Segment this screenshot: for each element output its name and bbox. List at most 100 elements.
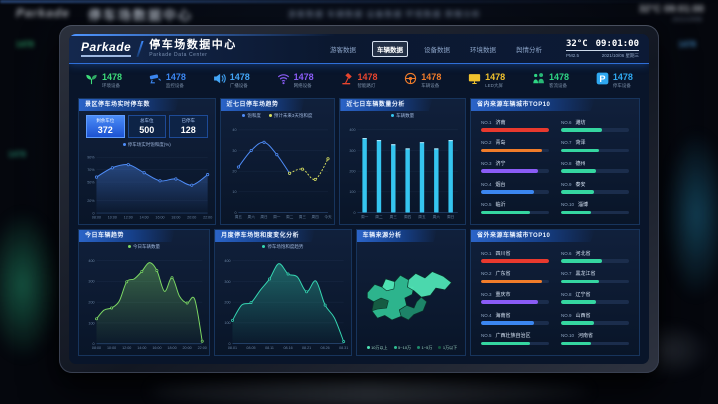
speaker-icon [213, 72, 226, 90]
svg-text:周日: 周日 [260, 214, 268, 219]
kpi-boxes: 剩余车位 372 总车位 500 已停车 128 [79, 111, 215, 140]
stat-value: 1478 [549, 72, 570, 82]
svg-text:0: 0 [229, 342, 231, 346]
rank-bar-track [480, 300, 549, 304]
legend-dot [122, 142, 126, 146]
rank-number: NO.6 [560, 250, 572, 256]
stat-value: 1478 [421, 72, 442, 82]
wifi-icon [277, 72, 290, 90]
chart-legend: 饱和度 预计未来3天饱和度 [221, 111, 335, 120]
svg-text:0: 0 [93, 342, 95, 346]
rank-name: 菏泽 [575, 140, 586, 147]
chart-legend: 今日车辆数量 [79, 242, 209, 251]
svg-text:18:00: 18:00 [171, 215, 180, 219]
kpi-box: 剩余车位 372 [86, 115, 125, 138]
rank-label: NO.6 潍坊 [561, 119, 629, 126]
svg-text:22:00: 22:00 [203, 215, 212, 219]
stat-texts: 1478 环境设备 [102, 73, 122, 88]
panel-grid: 景区停车场实时停车数 剩余车位 372 总车位 500 已停车 128 停车场实时饱和度(… [69, 97, 649, 364]
rank-number: NO.8 [560, 160, 572, 166]
svg-text:100: 100 [350, 190, 356, 194]
stat-texts: 1478 网络设备 [294, 73, 314, 88]
rank-number: NO.3 [480, 291, 492, 297]
background-chip: 1478 [16, 40, 34, 49]
rank-item: NO.6 河北省 [560, 246, 629, 267]
nav-item[interactable]: 舆情分析 [515, 46, 542, 54]
rank-number: NO.2 [480, 271, 492, 277]
rank-item: NO.4 烟台 [480, 177, 549, 198]
svg-text:12:00: 12:00 [122, 346, 131, 350]
rank-bar-track [560, 169, 629, 173]
legend-item: 今日车辆数量 [128, 244, 160, 250]
panel-title: 今日车辆趋势 [79, 230, 176, 242]
rank-item: NO.9 泰安 [560, 177, 629, 198]
rank-bar-track [480, 148, 549, 153]
svg-text:08:00: 08:00 [92, 215, 101, 219]
logo-separator [136, 40, 144, 57]
page-title: 停车场数据中心 [149, 38, 237, 51]
background-date-text: 2021/10/06 [671, 17, 702, 23]
svg-text:70%: 70% [87, 168, 95, 172]
panel-monthly-saturation: 月度停车场饱和度变化分析 停车场饱和度趋势 0 100 200 300 400 08.01… [214, 229, 352, 356]
svg-text:周五: 周五 [419, 214, 427, 219]
svg-text:周四: 周四 [404, 214, 412, 219]
rank-bar-fill [480, 210, 530, 215]
rank-bar-track [560, 279, 629, 284]
stat-label: 车辆设备 [421, 82, 440, 88]
rank-bar-fill [480, 279, 543, 284]
nav-item[interactable]: 设备数据 [423, 46, 450, 54]
stat-label: 广播设备 [229, 82, 248, 88]
rank-number: NO.7 [560, 271, 572, 277]
svg-text:20:00: 20:00 [183, 346, 192, 350]
panel-title: 月度停车场饱和度变化分析 [215, 230, 316, 242]
rank-item: NO.8 德州 [560, 156, 629, 177]
lamp-icon [340, 72, 353, 90]
rank-label: NO.3 重庆市 [481, 291, 549, 298]
panel-title: 车辆来源分析 [356, 230, 437, 242]
rank-name: 河南省 [578, 333, 594, 340]
nav-item[interactable]: 车辆数据 [371, 40, 408, 57]
map-legend-item: 10万以上 [366, 345, 388, 351]
rank-label: NO.4 海南省 [481, 312, 549, 319]
rank-bar-track [560, 128, 629, 132]
main-nav: 游客数据 车辆数据 设备数据 环境数据 舆情分析 [326, 40, 546, 57]
nav-item[interactable]: 环境数据 [469, 46, 496, 54]
rank-bar-fill [480, 300, 539, 304]
top10-list: NO.1 济南 NO.2 青岛 NO.3 济宁 NO.4 烟台 NO.5 临沂 NO.6 潍坊 NO.7… [471, 111, 639, 224]
svg-text:周三: 周三 [390, 214, 398, 219]
kpi-label: 剩余车位 [96, 118, 115, 123]
kpi-value: 500 [139, 125, 155, 135]
rank-label: NO.3 济宁 [481, 160, 549, 167]
rank-bar-fill [560, 279, 600, 284]
rank-number: NO.10 [560, 202, 574, 208]
rank-number: NO.5 [480, 202, 492, 208]
svg-text:周三: 周三 [298, 214, 306, 219]
rank-label: NO.10 淄博 [561, 201, 629, 208]
nav-item[interactable]: 游客数据 [329, 46, 356, 54]
rank-number: NO.4 [480, 181, 492, 187]
svg-text:90%: 90% [87, 156, 95, 160]
legend-dot [268, 113, 272, 117]
legend-dot [438, 345, 442, 349]
svg-text:22:00: 22:00 [198, 346, 207, 350]
svg-text:08.26: 08.26 [321, 346, 330, 350]
panel-top10-in-province: 省内来源车辆城市TOP10 NO.1 济南 NO.2 青岛 NO.3 济宁 NO.4 烟台 NO… [469, 98, 640, 225]
rank-item: NO.2 青岛 [480, 136, 549, 157]
panel-seven-day-vehicles: 近七日车辆数量分析 车辆数量 0 100 200 300 400 周一 周二 周三 周四 周五 周六… [339, 98, 466, 225]
rank-bar-fill [560, 190, 594, 194]
kpi-label: 总车位 [140, 118, 154, 123]
map-legend-item: 1万以下 [438, 345, 457, 351]
svg-text:周六: 周六 [247, 214, 255, 219]
clock-small-row: PM2.5 2021/10/06 星期三 [566, 53, 639, 59]
rank-label: NO.8 德州 [561, 160, 629, 167]
kpi-label: 已停车 [181, 118, 196, 123]
rank-label: NO.2 广东省 [481, 270, 549, 277]
rank-bar-track [480, 341, 549, 346]
rank-number: NO.9 [560, 181, 572, 187]
panel-row-bottom: 今日车辆趋势 今日车辆数量 0 100 200 300 400 08:00 10:00 12:… [78, 229, 640, 356]
background-glow [0, 210, 60, 360]
stat-label: 网络设备 [293, 82, 312, 88]
rank-number: NO.3 [480, 160, 492, 166]
rank-bar-fill [480, 190, 534, 194]
svg-text:10:00: 10:00 [107, 346, 116, 350]
